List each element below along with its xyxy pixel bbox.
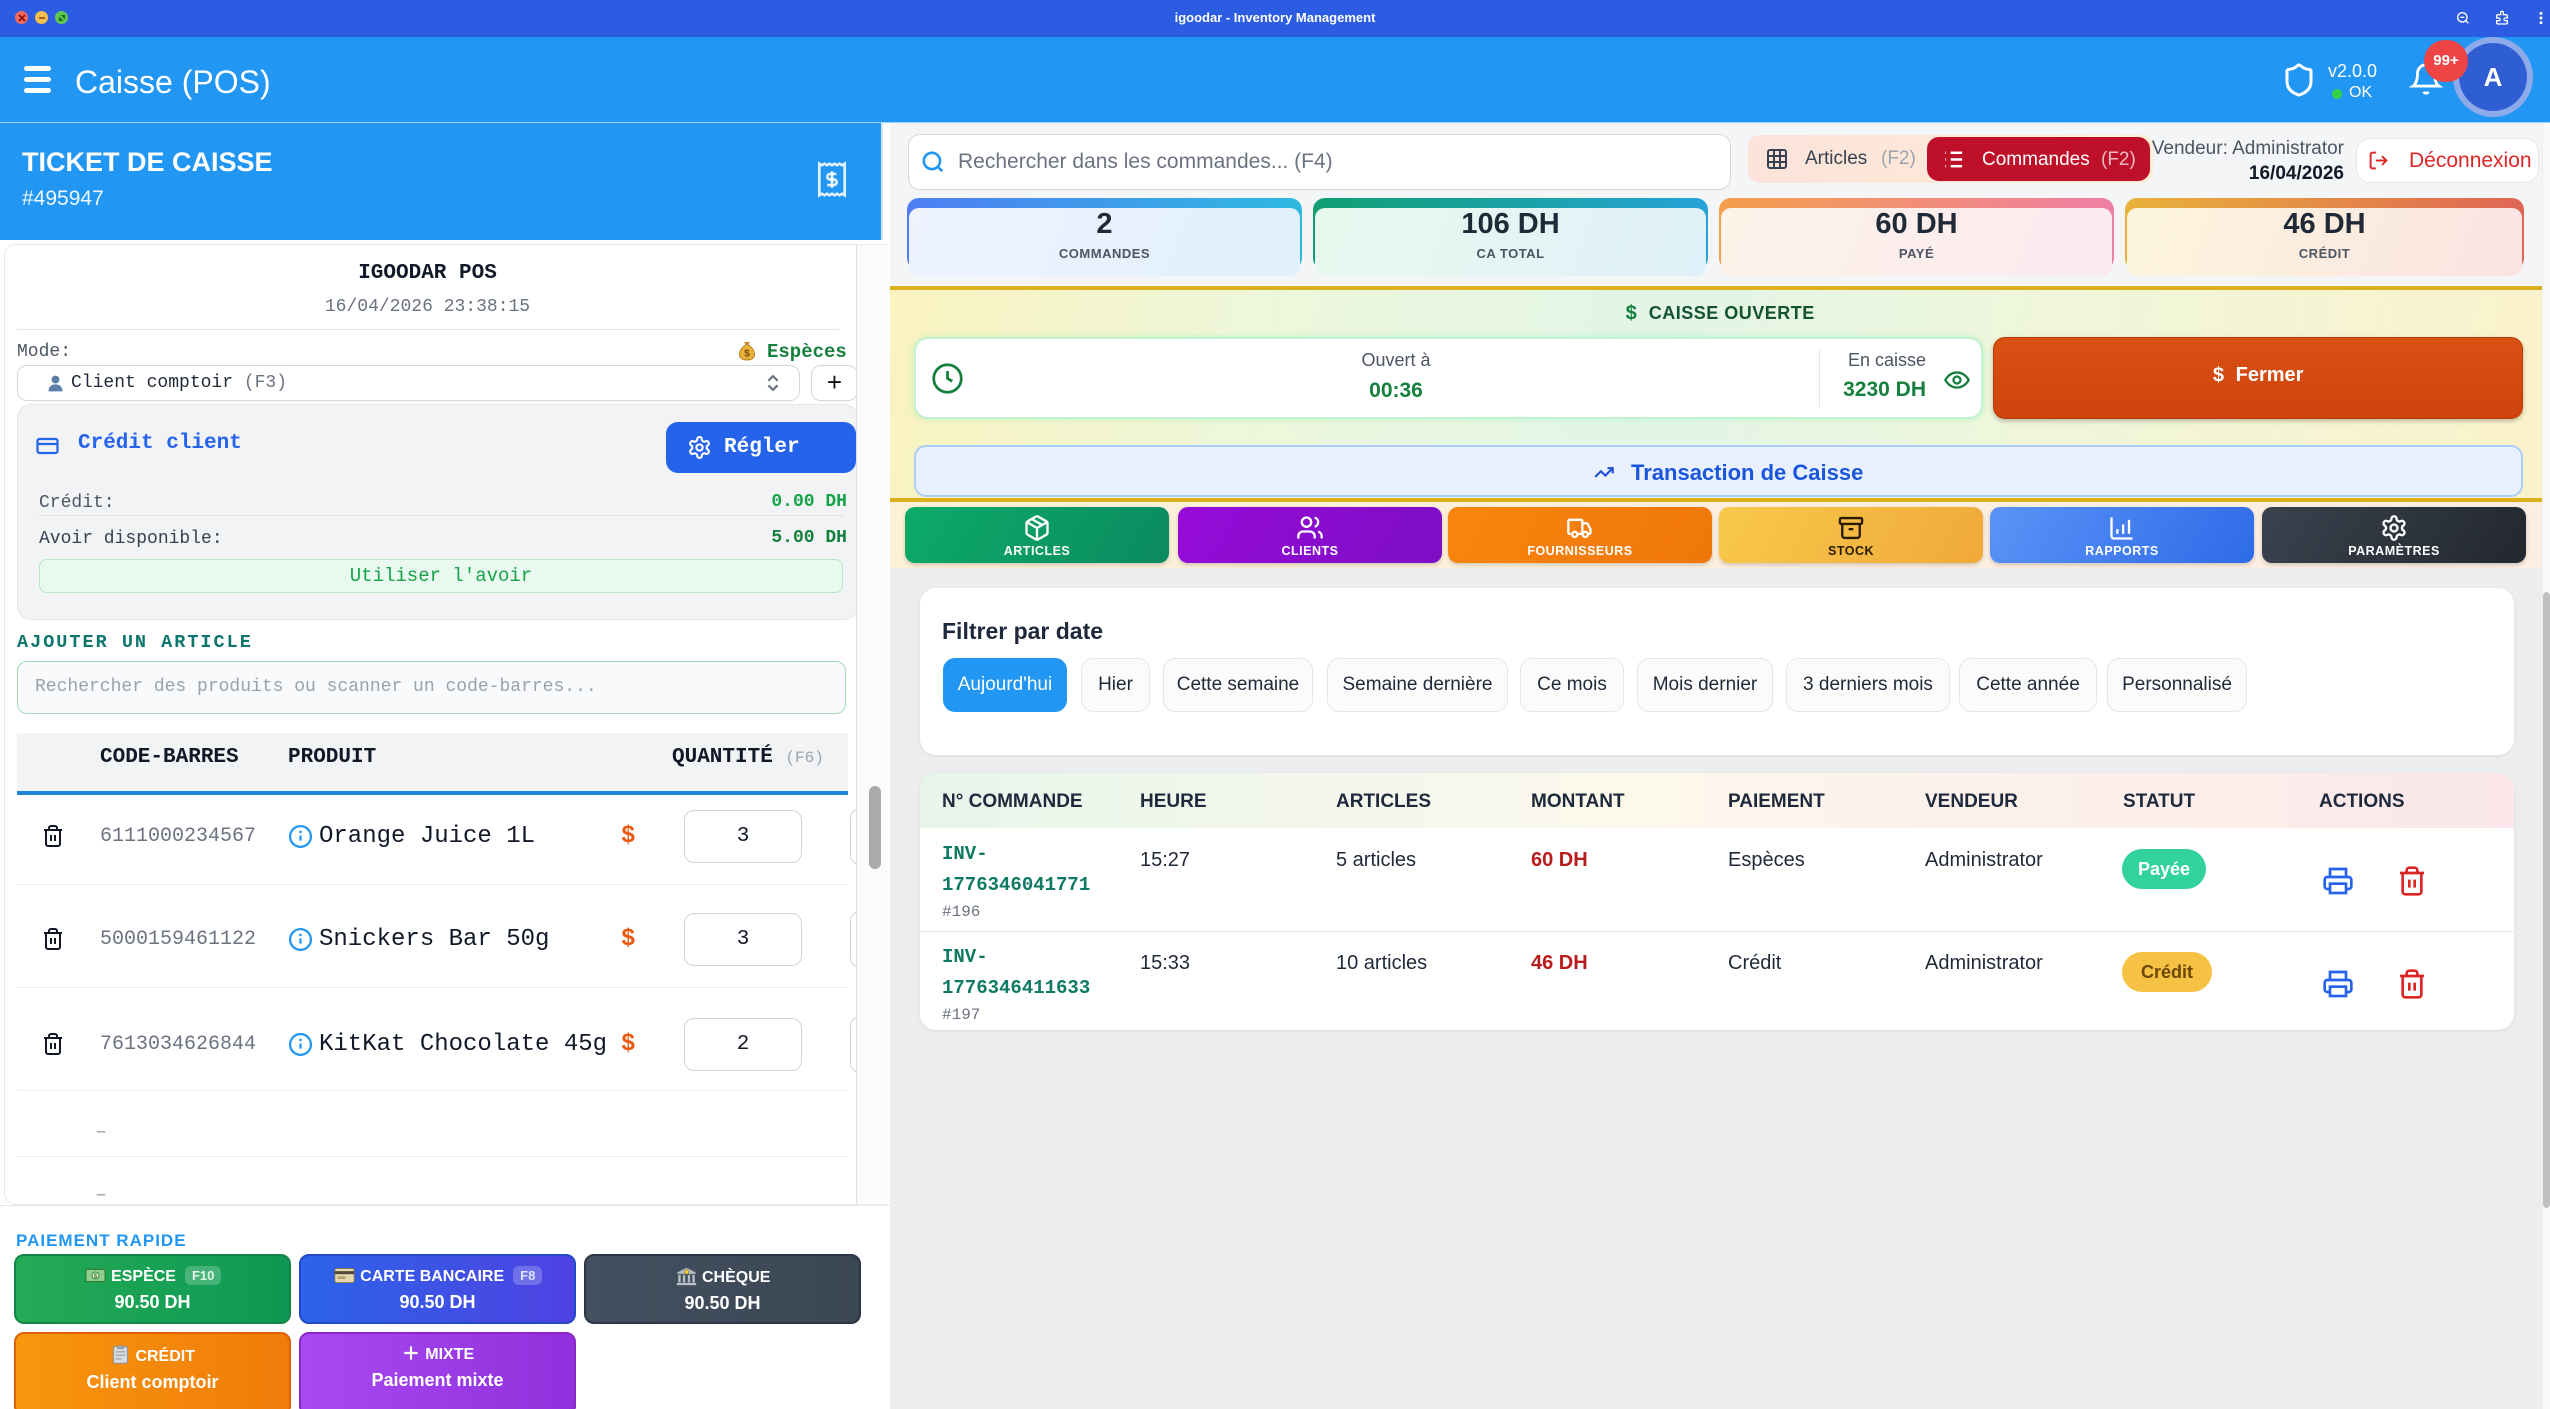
svg-text:$: $ — [93, 1273, 97, 1280]
svg-text:$: $ — [744, 349, 750, 360]
